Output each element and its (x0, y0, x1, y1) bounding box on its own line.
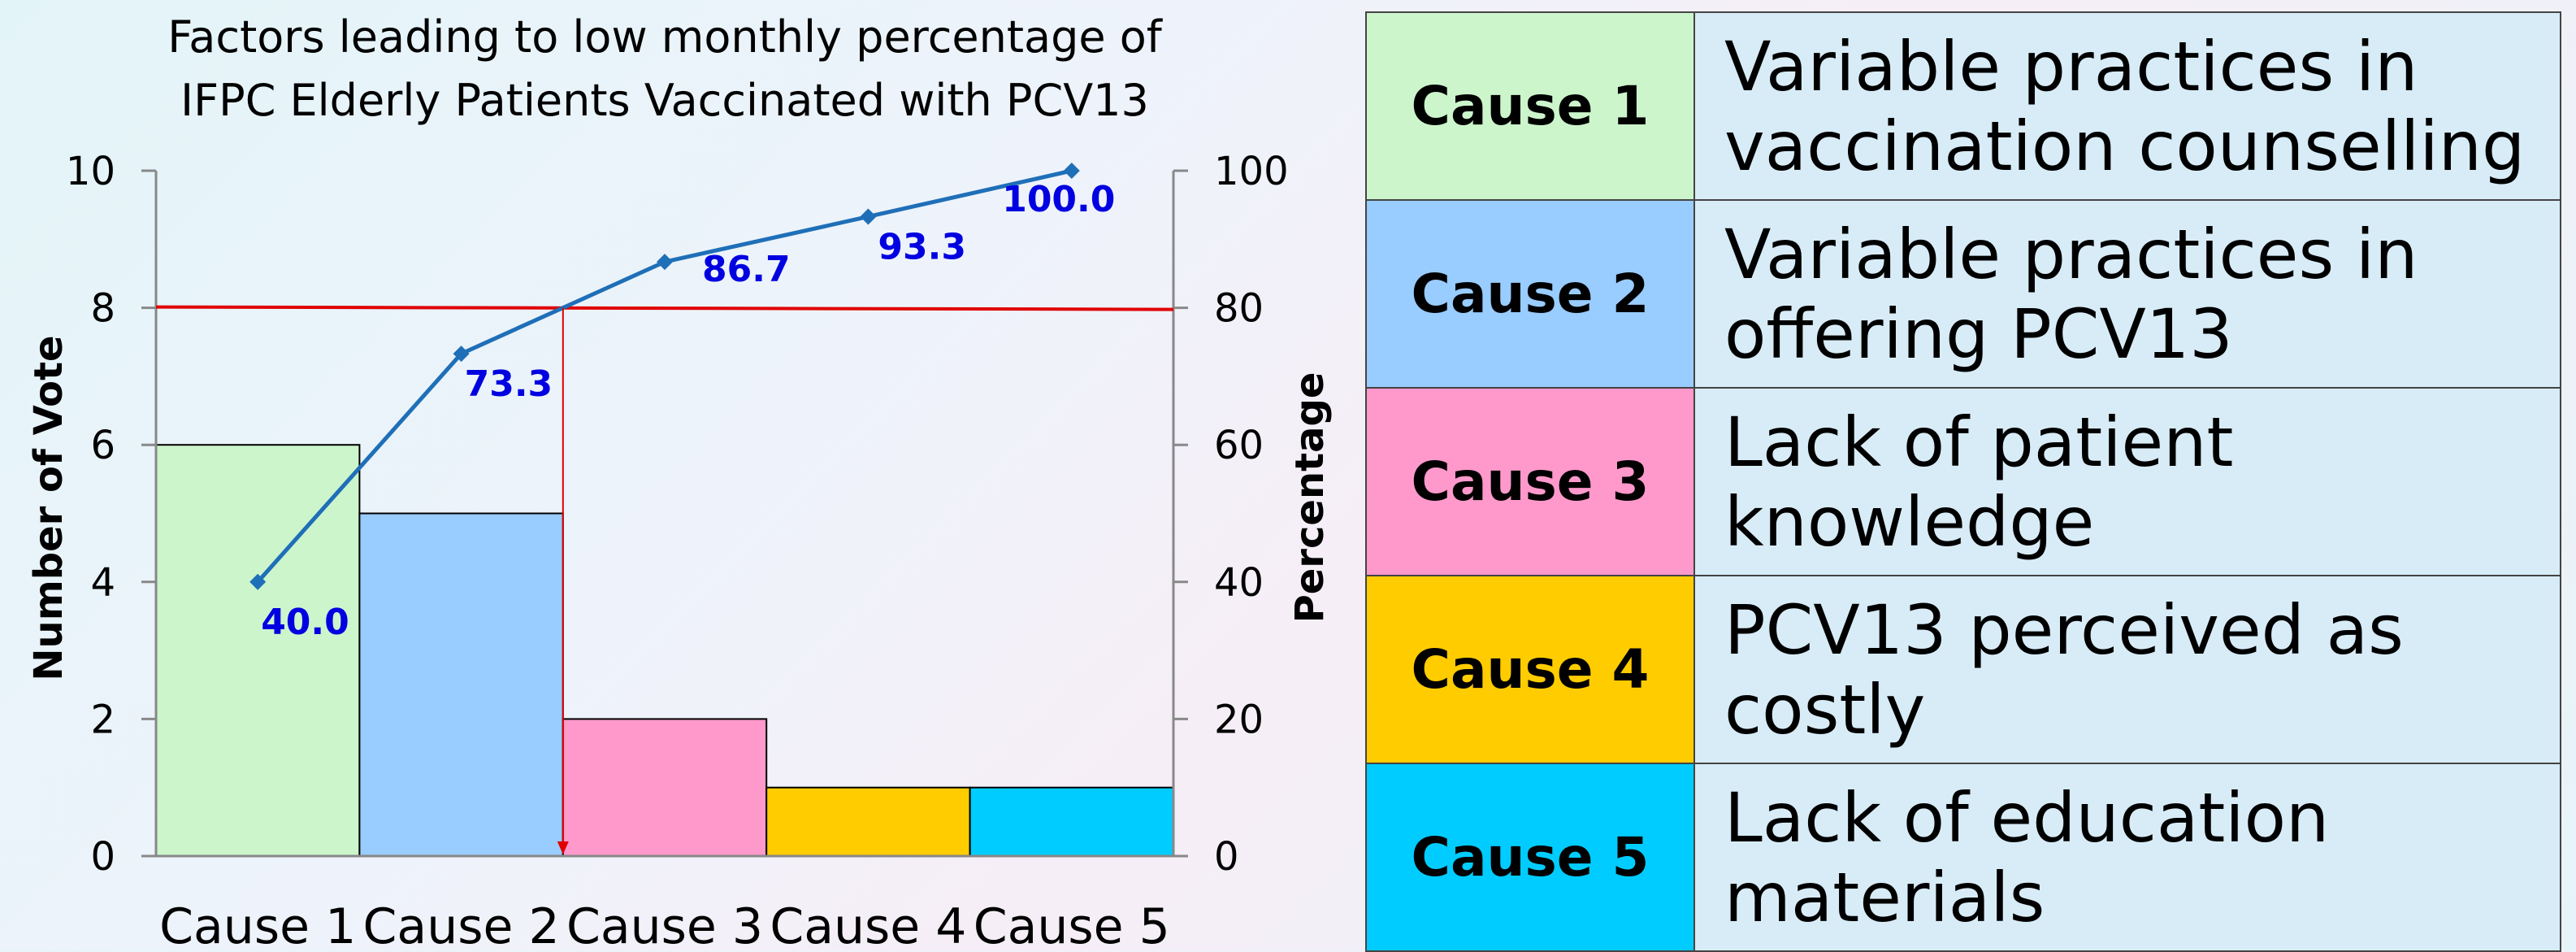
x-tick-label: Cause 4 (770, 898, 966, 951)
legend-cause-label: Cause 4 (1365, 575, 1695, 764)
y-axis-title: Number of Vote (26, 335, 72, 680)
y2-axis-title: Percentage (1287, 372, 1333, 624)
x-tick-label: Cause 5 (974, 898, 1170, 951)
legend-row: Cause 2 Variable practices in offering PCV… (1365, 199, 2561, 389)
legend-description-line: Lack of education (1724, 777, 2330, 858)
cumulative-data-label: 40.0 (261, 602, 349, 643)
chart-title-line-1: Factors leading to low monthly percentag… (167, 11, 1164, 63)
cumulative-marker (657, 254, 673, 271)
bar-1 (155, 444, 361, 857)
bar-5 (969, 786, 1174, 858)
y2-tick-label: 100 (1214, 149, 1289, 194)
legend-description-line: vaccination counselling (1724, 106, 2526, 186)
y-tick-label: 10 (66, 149, 115, 194)
bar-2 (358, 512, 564, 857)
pareto-chart: Factors leading to low monthly percentag… (26, 11, 1333, 951)
legend-cause-description: Variable practices in vaccination counsel… (1693, 11, 2561, 201)
threshold-drop-arrow (557, 841, 569, 854)
legend-cause-label: Cause 3 (1365, 387, 1695, 576)
cumulative-data-label: 86.7 (702, 249, 791, 290)
y2-tick-label: 80 (1214, 286, 1264, 332)
cumulative-marker (1063, 163, 1080, 179)
x-tick-label: Cause 2 (363, 898, 560, 951)
cumulative-marker (860, 208, 877, 225)
y2-tick-label: 0 (1214, 834, 1239, 880)
y-tick-label: 4 (90, 560, 115, 606)
cumulative-marker (453, 346, 470, 363)
cumulative-data-label: 73.3 (465, 363, 553, 405)
legend-row: Cause 5 Lack of education materials (1365, 763, 2561, 952)
y-tick-label: 6 (90, 423, 115, 468)
cumulative-data-label: 100.0 (1002, 179, 1115, 220)
chart-title-line-2: IFPC Elderly Patients Vaccinated with PC… (180, 75, 1149, 126)
x-tick-label: Cause 1 (159, 898, 356, 951)
y2-tick-label: 60 (1214, 423, 1264, 468)
bar-4 (765, 786, 971, 858)
bar-3 (562, 718, 768, 858)
y-tick-label: 8 (90, 286, 115, 332)
y-tick-label: 0 (90, 834, 115, 880)
legend-description-line: materials (1724, 857, 2045, 937)
legend-cause-description: Lack of education materials (1693, 763, 2561, 952)
cumulative-data-label: 93.3 (878, 226, 966, 267)
legend-cause-label: Cause 1 (1365, 11, 1695, 201)
legend-row: Cause 4 PCV13 perceived as costly (1365, 575, 2561, 764)
cause-legend-table: Cause 1 Variable practices in vaccination … (1365, 11, 2561, 952)
threshold-line (155, 305, 1174, 311)
x-tick-label: Cause 3 (566, 898, 763, 951)
legend-cause-label: Cause 5 (1365, 763, 1695, 952)
legend-description-line: offering PCV13 (1724, 293, 2233, 374)
legend-row: Cause 3 Lack of patient knowledge (1365, 387, 2561, 576)
legend-cause-description: Variable practices in offering PCV13 (1693, 199, 2561, 389)
y2-tick-label: 20 (1214, 697, 1264, 742)
y-tick-label: 2 (90, 697, 115, 742)
legend-description-line: PCV13 perceived as costly (1724, 589, 2404, 750)
cumulative-marker (249, 573, 267, 590)
legend-cause-description: PCV13 perceived as costly (1693, 575, 2561, 764)
legend-cause-description: Lack of patient knowledge (1693, 387, 2561, 576)
legend-row: Cause 1 Variable practices in vaccination … (1365, 11, 2561, 201)
legend-description-line: Lack of patient knowledge (1724, 402, 2234, 562)
legend-description-line: Variable practices in (1724, 26, 2418, 107)
legend-cause-label: Cause 2 (1365, 199, 1695, 389)
y2-tick-label: 40 (1214, 560, 1264, 606)
legend-description-line: Variable practices in (1724, 214, 2418, 294)
